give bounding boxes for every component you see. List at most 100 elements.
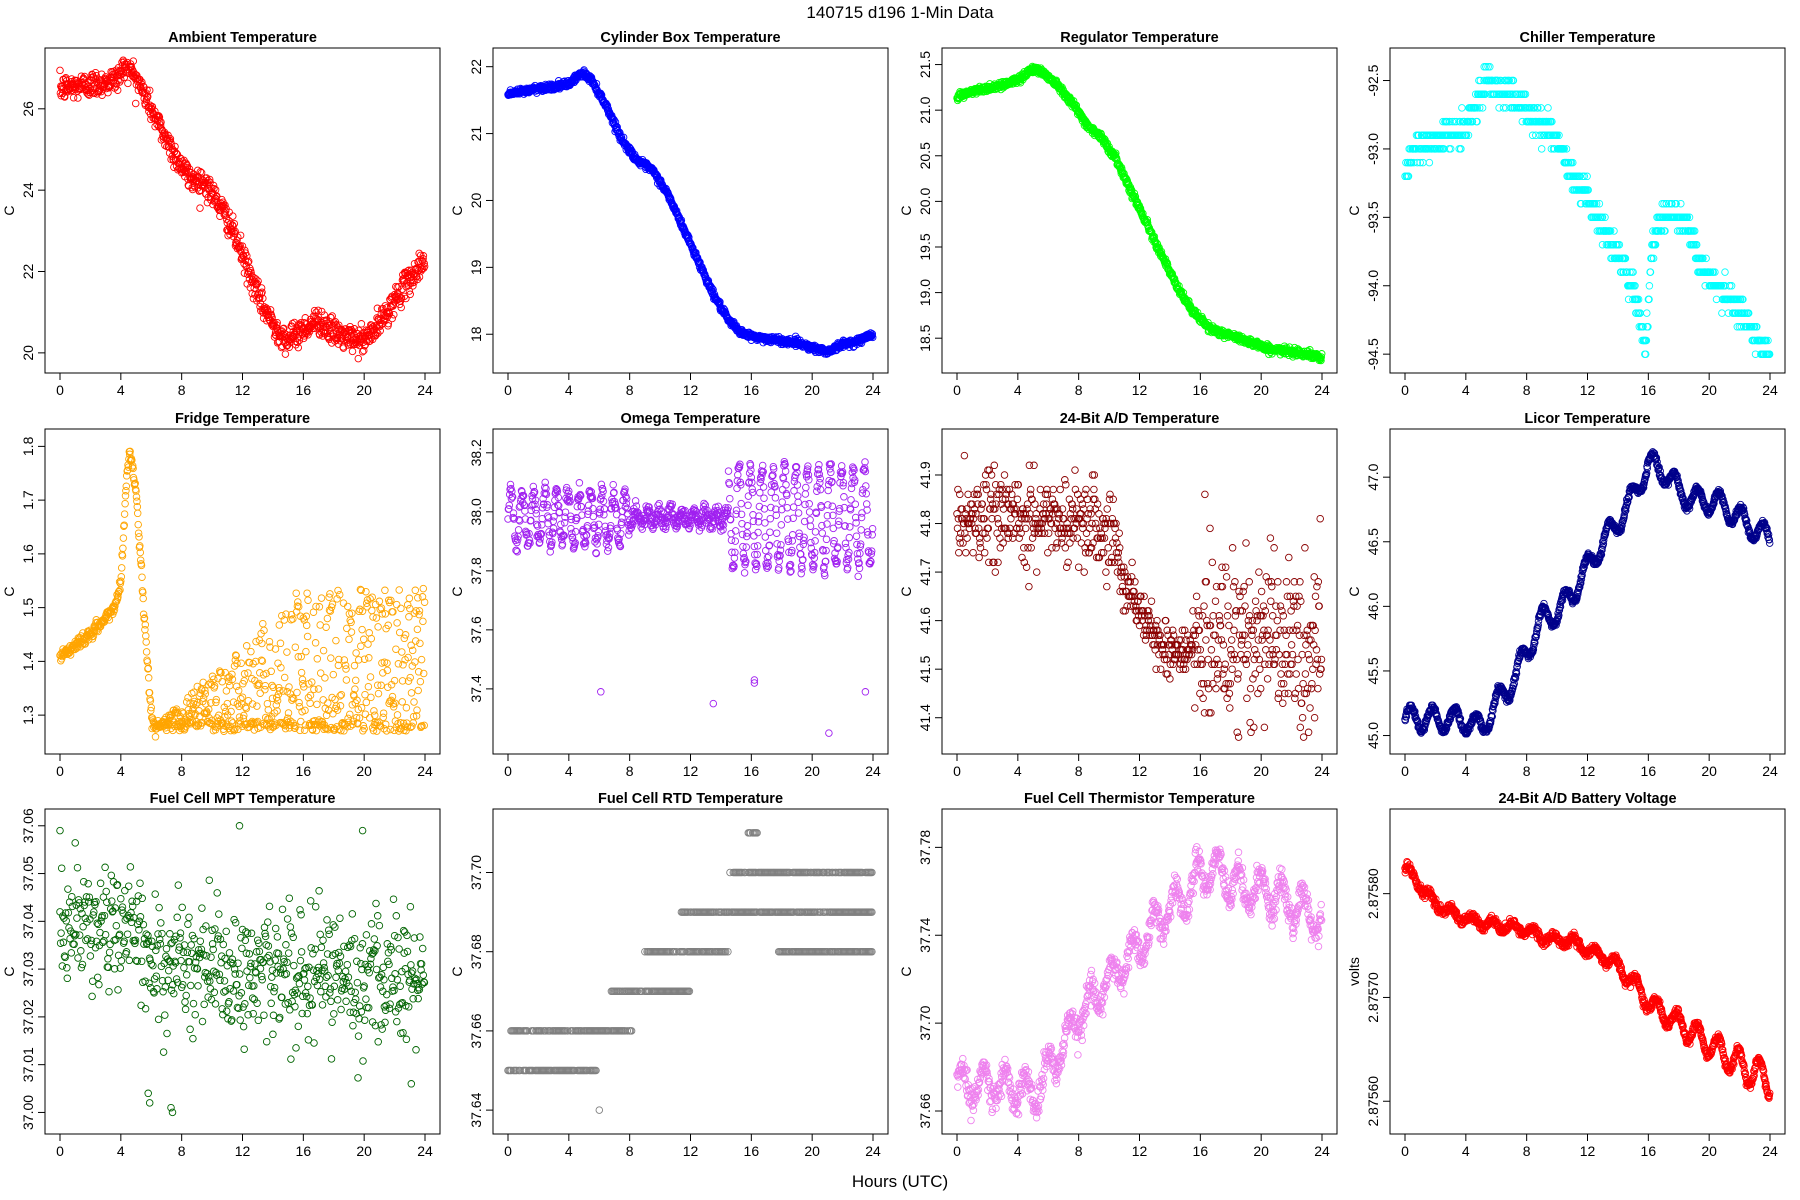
data-point (227, 682, 234, 689)
y-axis: 1.31.41.51.61.71.8 (20, 436, 45, 724)
data-point (245, 697, 252, 704)
chart-panel: Ambient TemperatureC0 4 8 12 16 20 2420222426 (1, 30, 440, 398)
x-tick-label: 20 (1701, 382, 1717, 398)
plot-frame (45, 48, 440, 373)
x-tick-label: 8 (178, 382, 186, 398)
data-point (231, 220, 238, 227)
data-point (143, 633, 150, 640)
y-axis-label: C (449, 586, 465, 596)
data-point (393, 601, 400, 608)
data-point (1459, 105, 1466, 112)
data-point (123, 483, 130, 490)
panel-title: Omega Temperature (621, 411, 761, 427)
data-point (303, 622, 310, 629)
data-point (352, 677, 359, 684)
y-tick-label: 20.0 (917, 188, 933, 215)
x-tick-label: 20 (356, 382, 372, 398)
y-tick-label: -93.5 (1365, 201, 1381, 233)
data-point (375, 690, 382, 697)
data-point (367, 674, 374, 681)
x-tick-label: 20 (1253, 382, 1269, 398)
y-tick-label: -94.0 (1365, 270, 1381, 302)
data-point (152, 734, 159, 741)
x-tick-label: 4 (1462, 382, 1470, 398)
y-tick-label: 19.0 (917, 279, 933, 306)
data-point (304, 590, 311, 597)
data-point (292, 644, 299, 651)
data-point (348, 629, 355, 636)
y-tick-label: 22 (468, 59, 484, 75)
data-point (403, 704, 410, 711)
data-point (284, 649, 291, 656)
y-tick-label: 21.0 (917, 96, 933, 123)
x-tick-label: 16 (1193, 382, 1209, 398)
data-point (304, 633, 311, 640)
data-point (143, 649, 150, 656)
data-point (1538, 146, 1545, 153)
data-point (265, 707, 272, 714)
data-point (1426, 159, 1433, 166)
y-tick-label: 19 (468, 259, 484, 275)
x-tick-label: 16 (296, 382, 312, 398)
data-point (344, 625, 351, 632)
panel-title: Chiller Temperature (1520, 30, 1656, 46)
data-point (344, 603, 351, 610)
data-point (75, 95, 82, 102)
panel-title: Fridge Temperature (175, 411, 310, 427)
y-tick-label: 21 (468, 126, 484, 142)
data-point (353, 650, 360, 657)
data-point (412, 587, 419, 594)
data-point (417, 678, 424, 685)
data-point (281, 674, 288, 681)
x-tick-label: 24 (1314, 382, 1330, 398)
data-point (395, 661, 402, 668)
y-axis: -94.5-94.0-93.5-93.0-92.5 (1365, 64, 1390, 370)
data-point (323, 624, 330, 631)
y-tick-label: 21.5 (917, 51, 933, 78)
data-point (408, 690, 415, 697)
y-tick-label: 18 (468, 326, 484, 342)
x-tick-label: 8 (1075, 382, 1083, 398)
data-point (142, 622, 149, 629)
data-point (398, 605, 405, 612)
data-point (365, 683, 372, 690)
data-point (394, 620, 401, 627)
data-point (375, 624, 382, 631)
data-point (239, 694, 246, 701)
data-point (359, 626, 366, 633)
x-tick-label: 24 (417, 382, 433, 398)
data-point (335, 587, 342, 594)
data-point (120, 535, 127, 542)
data-point (295, 599, 302, 606)
panel-title: Ambient Temperature (168, 30, 317, 46)
data-point (382, 587, 389, 594)
data-point (243, 643, 250, 650)
x-axis: 0 4 8 12 16 20 24 (1401, 373, 1778, 398)
x-tick-label: 4 (117, 382, 125, 398)
panel-grid: Ambient TemperatureC0 4 8 12 16 20 2420222426C… (1, 30, 1785, 1159)
data-point (315, 686, 322, 693)
data-point (238, 660, 245, 667)
x-tick-label: 24 (865, 382, 881, 398)
y-axis-label: C (1346, 205, 1362, 215)
data-point (134, 510, 141, 517)
x-tick-label: 20 (804, 382, 820, 398)
data-point (406, 595, 413, 602)
x-axis: 0 4 8 12 16 20 24 (56, 373, 433, 398)
data-point (312, 640, 319, 647)
chart-panel: Cylinder Box TemperatureC0 4 8 12 16 20 241819… (449, 30, 888, 398)
y-tick-label: 1.4 (20, 651, 36, 671)
data-series (57, 448, 428, 740)
chart-panel: Regulator TemperatureC0 4 8 12 16 20 2418.519.… (898, 30, 1337, 398)
y-tick-label: 24 (20, 182, 36, 198)
data-point (320, 697, 327, 704)
y-axis: 20222426 (20, 101, 45, 361)
data-point (57, 67, 64, 74)
y-axis-label: C (1, 205, 17, 215)
data-point (349, 348, 356, 355)
y-tick-label: -93.0 (1365, 133, 1381, 165)
y-tick-label: 20 (20, 345, 36, 361)
y-tick-label: -92.5 (1365, 64, 1381, 96)
data-point (1644, 310, 1651, 317)
